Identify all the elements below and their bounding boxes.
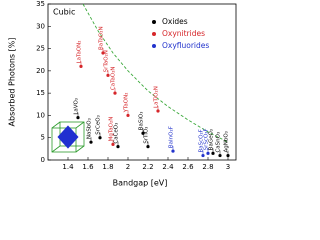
legend-label: Oxyfluorides bbox=[162, 41, 209, 50]
point-label: BaInO₂F bbox=[169, 126, 175, 148]
point-label: BaGeO₃ bbox=[209, 129, 215, 150]
x-tick-label: 2.4 bbox=[162, 163, 174, 171]
legend-marker bbox=[152, 44, 156, 48]
point bbox=[76, 116, 80, 120]
point-label: NaSbO₃ bbox=[87, 118, 93, 139]
chart-title: Cubic bbox=[53, 8, 75, 17]
y-tick-label: 25 bbox=[36, 45, 45, 53]
point bbox=[101, 51, 105, 55]
x-axis-label: Bandgap [eV] bbox=[113, 179, 168, 188]
x-tick-label: 2.8 bbox=[202, 163, 213, 171]
point bbox=[171, 149, 175, 153]
point-label: BaSiO₃ bbox=[139, 112, 145, 131]
x-tick-label: 2 bbox=[126, 163, 130, 171]
point bbox=[79, 64, 83, 68]
point-label: CaCeO₃ bbox=[114, 123, 120, 144]
point bbox=[116, 145, 120, 149]
point bbox=[141, 131, 145, 135]
point-label: CaSnO₃ bbox=[216, 132, 222, 153]
point-label: SrCeO₃ bbox=[96, 115, 102, 135]
point bbox=[98, 136, 102, 140]
y-tick-label: 0 bbox=[41, 156, 45, 164]
legend-marker bbox=[152, 20, 156, 24]
y-tick-label: 5 bbox=[41, 134, 45, 142]
y-tick-label: 30 bbox=[36, 22, 45, 30]
x-tick-label: 1.4 bbox=[62, 163, 74, 171]
x-tick-label: 2.6 bbox=[182, 163, 194, 171]
legend-marker bbox=[152, 32, 156, 36]
point bbox=[218, 153, 222, 158]
point-label: LaVO₃ bbox=[74, 98, 80, 115]
point bbox=[89, 140, 93, 144]
point bbox=[156, 109, 160, 113]
y-axis-label: Absorbed Photons [%] bbox=[8, 38, 17, 127]
legend-label: Oxynitrides bbox=[162, 29, 205, 38]
chart: Cubic Bandgap [eV] Absorbed Photons [%] … bbox=[8, 0, 237, 188]
legend-label: Oxides bbox=[162, 17, 188, 26]
point-label: CaTaO₂N bbox=[111, 66, 117, 90]
x-tick-label: 3 bbox=[226, 163, 230, 171]
point-label: SrTiO₃ bbox=[144, 127, 150, 144]
point-label: MgTaO₂N bbox=[109, 117, 115, 142]
y-tick-label: 10 bbox=[36, 111, 45, 119]
y-tick-label: 35 bbox=[36, 0, 45, 8]
x-tick-label: 2.2 bbox=[142, 163, 153, 171]
point bbox=[106, 73, 110, 77]
point-label: BaScO₂F bbox=[199, 129, 205, 152]
point-label: BaTaO₂N bbox=[99, 26, 105, 50]
point bbox=[206, 151, 210, 155]
point-label: SrTaO₂N bbox=[104, 50, 110, 72]
point bbox=[201, 153, 205, 158]
point-label: LaTaON₂ bbox=[77, 40, 83, 63]
y-tick-label: 15 bbox=[36, 89, 45, 97]
point bbox=[126, 113, 130, 118]
x-tick-label: 1.6 bbox=[82, 163, 94, 171]
point bbox=[211, 151, 215, 155]
point-label: LaTiO₂N bbox=[154, 86, 160, 108]
crystal-inset bbox=[51, 121, 85, 153]
point bbox=[111, 142, 115, 146]
y-tick-label: 20 bbox=[36, 67, 45, 75]
point-label: AgNbO₃ bbox=[224, 131, 230, 152]
point bbox=[226, 153, 230, 158]
x-tick-label: 1.8 bbox=[102, 163, 113, 171]
point bbox=[146, 145, 150, 149]
point-label: SrScO₂F bbox=[204, 128, 210, 150]
point-label: YTaON₂ bbox=[124, 93, 130, 114]
point bbox=[113, 91, 117, 95]
